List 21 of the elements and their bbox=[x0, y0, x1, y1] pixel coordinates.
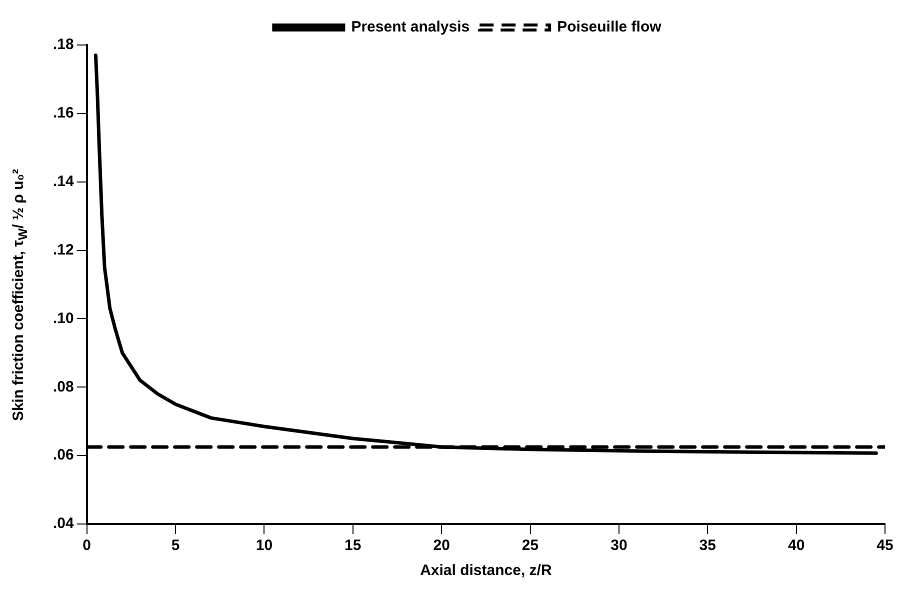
y-tick-label: .16 bbox=[52, 104, 74, 122]
x-tick-label: 15 bbox=[344, 537, 362, 554]
y-tick-label: .04 bbox=[52, 515, 74, 532]
x-tick-label: 30 bbox=[610, 537, 628, 554]
legend-label: Poiseuille flow bbox=[557, 18, 662, 36]
x-tick-label: 5 bbox=[171, 537, 180, 554]
y-tick-label: .12 bbox=[52, 241, 74, 258]
x-tick-label: 25 bbox=[522, 537, 539, 554]
y-tick-label: .06 bbox=[52, 446, 74, 464]
y-tick-label: .18 bbox=[52, 36, 74, 54]
x-tick-label: 20 bbox=[433, 537, 450, 554]
x-tick-label: 10 bbox=[256, 537, 273, 554]
x-tick-label: 45 bbox=[876, 537, 894, 554]
x-axis-title: Axial distance, z/R bbox=[420, 562, 552, 580]
x-tick-label: 40 bbox=[788, 537, 805, 554]
legend-label: Present analysis bbox=[351, 18, 470, 36]
x-tick-label: 0 bbox=[82, 537, 92, 554]
y-tick-label: .14 bbox=[52, 173, 74, 190]
y-tick-label: .08 bbox=[52, 378, 74, 396]
y-tick-label: .10 bbox=[52, 310, 74, 327]
x-tick-label: 35 bbox=[699, 537, 716, 554]
